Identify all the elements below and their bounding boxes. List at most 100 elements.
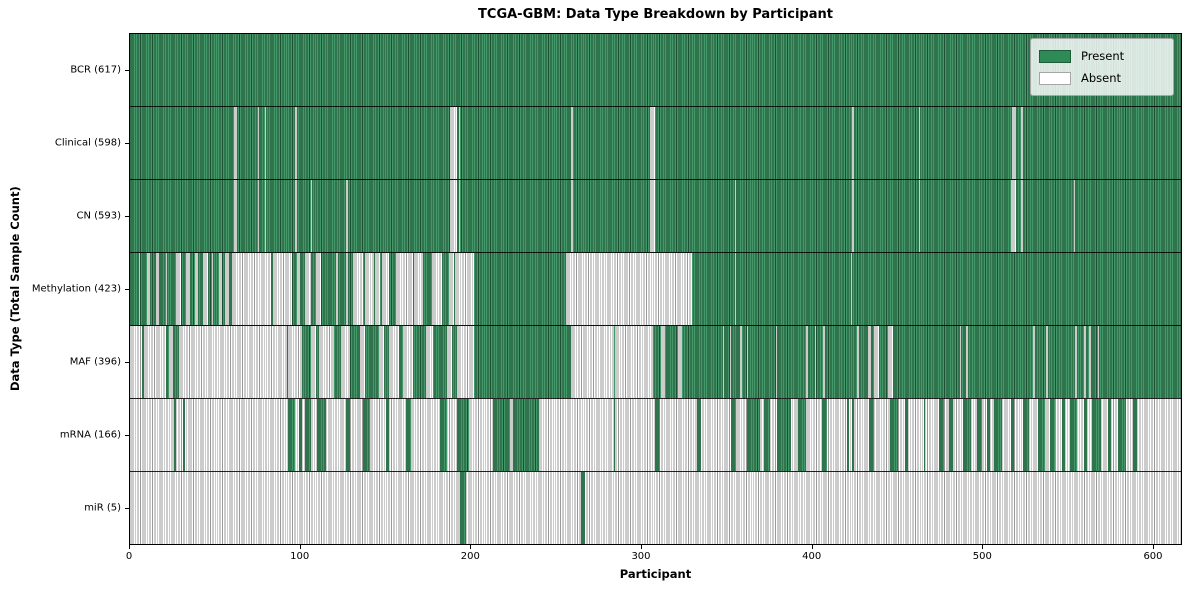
absent-run <box>729 326 732 398</box>
present-run <box>1133 399 1137 471</box>
absent-run <box>823 326 825 398</box>
present-swatch-icon <box>1039 49 1071 63</box>
present-run <box>298 399 303 471</box>
absent-run <box>1032 326 1035 398</box>
x-tick-mark <box>982 545 984 549</box>
absent-run <box>1046 326 1049 398</box>
legend-entry-present: Present <box>1039 45 1163 67</box>
row-mrna <box>130 398 1181 471</box>
absent-run <box>264 180 267 252</box>
x-tick-label-400: 400 <box>802 551 822 562</box>
absent-run <box>1020 107 1023 179</box>
y-tick-mark <box>125 435 129 437</box>
absent-run <box>1010 180 1016 252</box>
absent-run <box>722 326 725 398</box>
present-run <box>513 399 539 471</box>
absent-run <box>1089 326 1091 398</box>
present-run <box>385 399 389 471</box>
absent-run <box>1083 326 1086 398</box>
absent-run <box>806 326 808 398</box>
y-tick-mark <box>125 142 129 144</box>
present-run <box>613 399 616 471</box>
present-run <box>889 399 899 471</box>
y-tick-label-clinical: Clinical (598) <box>54 137 121 149</box>
absent-run <box>365 253 374 325</box>
absent-run <box>346 253 349 325</box>
absent-run <box>455 253 475 325</box>
x-tick-label-0: 0 <box>125 551 133 562</box>
absent-run <box>203 253 209 325</box>
absent-run <box>918 107 921 179</box>
row-clinical <box>130 106 1181 179</box>
absent-run <box>186 253 190 325</box>
present-run <box>993 399 1003 471</box>
absent-run <box>310 326 316 398</box>
absent-run <box>918 180 921 252</box>
y-tick-label-methylation: Methylation (423) <box>31 283 121 295</box>
present-run <box>923 399 926 471</box>
absent-run <box>448 253 454 325</box>
present-run <box>305 399 311 471</box>
absent-run <box>571 107 573 179</box>
absent-run <box>734 253 737 325</box>
present-run <box>797 399 807 471</box>
absent-run <box>571 326 614 398</box>
absent-run <box>147 253 151 325</box>
absent-run <box>414 253 423 325</box>
absent-run <box>450 180 458 252</box>
absent-run <box>388 326 400 398</box>
present-run <box>847 399 849 471</box>
absent-run <box>296 253 301 325</box>
y-tick-mark <box>125 289 129 290</box>
absent-run <box>402 326 413 398</box>
absent-run <box>1075 326 1078 398</box>
x-tick-mark <box>470 545 472 549</box>
absent-run <box>288 326 303 398</box>
absent-run <box>336 253 338 325</box>
absent-run <box>295 180 297 252</box>
absent-swatch-icon <box>1039 71 1071 85</box>
absent-run <box>257 180 260 252</box>
legend-label-present: Present <box>1081 49 1125 63</box>
absent-run <box>295 107 297 179</box>
absent-run <box>649 107 655 179</box>
present-run <box>182 399 185 471</box>
legend: Present Absent <box>1030 38 1174 96</box>
present-run <box>440 399 447 471</box>
absent-run <box>319 326 335 398</box>
absent-run <box>232 253 272 325</box>
absent-run <box>179 326 287 398</box>
present-run <box>821 399 827 471</box>
x-tick-mark <box>129 545 130 549</box>
absent-run <box>734 180 737 252</box>
absent-run <box>218 253 222 325</box>
x-tick-label-200: 200 <box>460 551 480 562</box>
x-tick-labels: 0 100 200 300 400 500 600 <box>125 545 1182 565</box>
absent-run <box>273 253 292 325</box>
present-run <box>460 472 466 544</box>
present-run <box>1083 399 1088 471</box>
present-run <box>852 399 854 471</box>
present-run <box>697 399 701 471</box>
absent-run <box>852 180 854 252</box>
present-run <box>976 399 982 471</box>
present-run <box>962 399 972 471</box>
absent-run <box>678 326 682 398</box>
y-tick-mark <box>125 215 129 217</box>
absent-run <box>852 107 854 179</box>
absent-run <box>1097 326 1100 398</box>
y-tick-mark <box>125 508 129 510</box>
absent-run <box>615 326 653 398</box>
absent-run <box>264 107 267 179</box>
present-run <box>949 399 953 471</box>
y-tick-labels: BCR (617) Clinical (598) CN (593) Methylati… <box>0 33 121 545</box>
absent-run <box>315 253 321 325</box>
chart-title: TCGA-GBM: Data Type Breakdown by Partici… <box>478 7 833 22</box>
plot-area <box>129 33 1182 545</box>
x-tick-mark <box>1152 545 1154 549</box>
absent-run <box>194 253 199 325</box>
present-run <box>763 399 771 471</box>
absent-run <box>571 180 573 252</box>
y-tick-label-mir: miR (5) <box>84 502 121 514</box>
